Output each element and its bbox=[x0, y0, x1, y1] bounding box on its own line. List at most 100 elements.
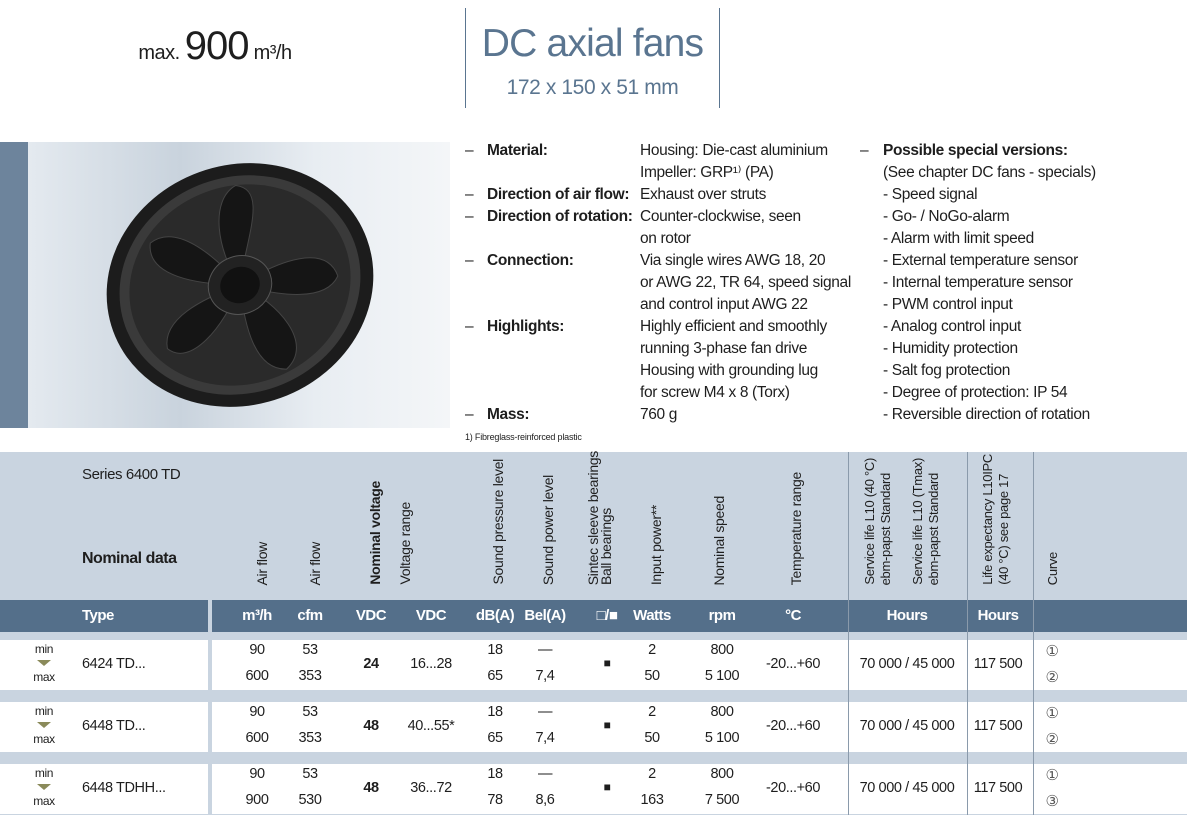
spec-dash: – bbox=[465, 318, 474, 335]
voltage-range-cell: 36...72 bbox=[410, 780, 452, 796]
type-cell: 6424 TD... bbox=[82, 656, 146, 672]
column-header: Temperature range bbox=[788, 471, 804, 585]
max-label: max bbox=[33, 732, 55, 746]
special-version-item: - Salt fog protection bbox=[883, 362, 1011, 379]
airflow-cfm-cell: 53 bbox=[302, 766, 318, 782]
column-header: Nominal voltage bbox=[367, 481, 383, 585]
input-power-cell: 50 bbox=[644, 668, 660, 684]
airflow-cfm-cell: 530 bbox=[298, 792, 322, 808]
speed-cell: 5 100 bbox=[704, 668, 740, 684]
spec-value: Housing with grounding lug bbox=[640, 362, 818, 379]
speed-cell: 800 bbox=[710, 766, 734, 782]
max-value: 900 bbox=[184, 24, 250, 68]
sound-pressure-cell: 18 bbox=[487, 766, 503, 782]
speed-cell: 800 bbox=[710, 704, 734, 720]
max-airflow: max. 900 m³/h bbox=[0, 24, 430, 69]
max-unit: m³/h bbox=[253, 42, 293, 64]
special-version-item: - Degree of protection: IP 54 bbox=[883, 384, 1068, 401]
page-title: DC axial fans bbox=[481, 22, 704, 65]
arrow-down-icon bbox=[37, 722, 51, 728]
column-unit: Bel(A) bbox=[524, 607, 566, 624]
curve-cell: ② bbox=[1045, 669, 1059, 686]
input-power-cell: 2 bbox=[648, 642, 656, 658]
column-header: Sound pressure level bbox=[490, 459, 506, 585]
airflow-m3h-cell: 90 bbox=[249, 766, 265, 782]
series-label: Series 6400 TD bbox=[82, 466, 181, 483]
spec-dash: – bbox=[465, 186, 474, 203]
column-divider bbox=[967, 452, 968, 815]
airflow-m3h-cell: 90 bbox=[249, 704, 265, 720]
column-unit: rpm bbox=[708, 607, 736, 624]
column-divider bbox=[848, 452, 849, 815]
spec-value: Counter-clockwise, seen bbox=[640, 208, 801, 225]
spec-value: Highly efficient and smoothly bbox=[640, 318, 827, 335]
type-cell: 6448 TD... bbox=[82, 718, 146, 734]
table-row bbox=[0, 764, 1187, 814]
min-label: min bbox=[34, 704, 54, 718]
life-expectancy-cell: 117 500 bbox=[973, 718, 1023, 734]
min-label: min bbox=[34, 642, 54, 656]
special-version-item: - External temperature sensor bbox=[883, 252, 1078, 269]
special-version-item: - Internal temperature sensor bbox=[883, 274, 1073, 291]
spec-label: Mass: bbox=[487, 406, 530, 423]
column-header: Air flow bbox=[307, 541, 323, 586]
type-header: Type bbox=[82, 607, 114, 624]
type-cell: 6448 TDHH... bbox=[82, 780, 166, 796]
input-power-cell: 50 bbox=[644, 730, 660, 746]
spec-value: running 3-phase fan drive bbox=[640, 340, 808, 357]
column-header: ebm-papst Standard bbox=[878, 472, 893, 585]
sound-pressure-cell: 78 bbox=[487, 792, 503, 808]
spec-value: Exhaust over struts bbox=[640, 186, 767, 203]
arrow-down-icon bbox=[37, 784, 51, 790]
column-divider bbox=[208, 452, 212, 815]
voltage-range-cell: 16...28 bbox=[410, 656, 452, 672]
airflow-m3h-cell: 600 bbox=[245, 730, 269, 746]
spec-dash: – bbox=[465, 142, 474, 159]
sound-pressure-cell: 18 bbox=[487, 704, 503, 720]
airflow-m3h-cell: 600 bbox=[245, 668, 269, 684]
column-unit: dB(A) bbox=[475, 607, 515, 624]
temp-range-cell: -20...+60 bbox=[765, 780, 821, 796]
column-unit: cfm bbox=[297, 607, 323, 624]
spec-label: Direction of rotation: bbox=[487, 208, 633, 225]
input-power-cell: 2 bbox=[648, 766, 656, 782]
special-version-item: - PWM control input bbox=[883, 296, 1013, 313]
bearing-cell: ■ bbox=[603, 780, 611, 794]
column-header: Nominal speed bbox=[711, 495, 727, 586]
speed-cell: 5 100 bbox=[704, 730, 740, 746]
airflow-m3h-cell: 900 bbox=[245, 792, 269, 808]
airflow-cfm-cell: 353 bbox=[298, 668, 322, 684]
spec-dash: – bbox=[465, 406, 474, 423]
airflow-cfm-cell: 353 bbox=[298, 730, 322, 746]
curve-cell: ① bbox=[1045, 643, 1059, 660]
column-header: Air flow bbox=[254, 541, 270, 586]
units-header-bar bbox=[0, 600, 1187, 632]
footnote: 1) Fibreglass-reinforced plastic bbox=[465, 432, 582, 442]
column-header: Life expectancy L10IPC bbox=[980, 454, 995, 585]
spec-value: and control input AWG 22 bbox=[640, 296, 808, 313]
column-unit: □/■ bbox=[596, 607, 618, 624]
column-header: Input power** bbox=[648, 504, 664, 585]
special-version-item: - Reversible direction of rotation bbox=[883, 406, 1090, 423]
spec-value: Via single wires AWG 18, 20 bbox=[640, 252, 826, 269]
column-header: Service life L10 (Tmax) bbox=[910, 458, 925, 585]
service-life-cell: 70 000 / 45 000 bbox=[859, 718, 955, 734]
column-header: Service life L10 (40 °C) bbox=[862, 458, 877, 585]
arrow-down-icon bbox=[37, 660, 51, 666]
special-versions-note: (See chapter DC fans - specials) bbox=[883, 164, 1096, 181]
sound-power-cell: — bbox=[537, 704, 553, 720]
curve-cell: ③ bbox=[1045, 793, 1059, 810]
special-versions-title: Possible special versions: bbox=[883, 142, 1068, 159]
column-header: Voltage range bbox=[397, 502, 413, 585]
service-life-cell: 70 000 / 45 000 bbox=[859, 780, 955, 796]
max-label: max bbox=[33, 670, 55, 684]
spec-value: Housing: Die-cast aluminium bbox=[640, 142, 828, 159]
column-header: Curve bbox=[1045, 551, 1060, 585]
min-label: min bbox=[34, 766, 54, 780]
spec-value: or AWG 22, TR 64, speed signal bbox=[640, 274, 851, 291]
curve-cell: ① bbox=[1045, 767, 1059, 784]
column-unit: Hours bbox=[886, 607, 928, 624]
input-power-cell: 2 bbox=[648, 704, 656, 720]
input-power-cell: 163 bbox=[640, 792, 664, 808]
speed-cell: 7 500 bbox=[704, 792, 740, 808]
